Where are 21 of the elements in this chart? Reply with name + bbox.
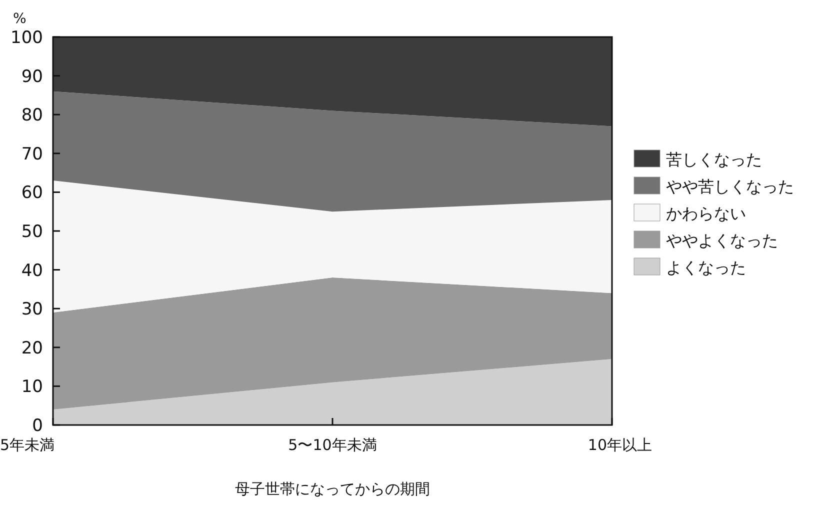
y-tick-label: 40 — [21, 260, 43, 281]
y-tick-label: 70 — [21, 144, 43, 164]
legend-label: やや苦しくなった — [666, 177, 794, 196]
y-tick-label: 80 — [21, 106, 43, 126]
x-tick-label: 10年以上 — [588, 436, 652, 454]
y-tick-label: 90 — [21, 66, 43, 87]
legend-label: よくなった — [666, 258, 746, 277]
y-tick-label: 100 — [10, 28, 43, 48]
legend-label: かわらない — [666, 204, 746, 223]
x-tick-label: 5〜10年未満 — [288, 436, 377, 454]
y-axis-title: % — [13, 11, 26, 27]
legend-label: 苦しくなった — [666, 150, 762, 169]
legend-label: ややよくなった — [666, 231, 778, 250]
y-tick-label: 30 — [21, 300, 43, 320]
x-axis-title: 母子世帯になってからの期間 — [235, 480, 430, 498]
y-tick-label: 10 — [21, 377, 43, 398]
x-tick-label: 5年未満 — [0, 436, 55, 454]
y-tick-label: 0 — [32, 416, 43, 436]
y-tick-label: 60 — [21, 183, 43, 204]
y-tick-label: 20 — [21, 338, 43, 358]
y-tick-label: 50 — [21, 222, 43, 242]
